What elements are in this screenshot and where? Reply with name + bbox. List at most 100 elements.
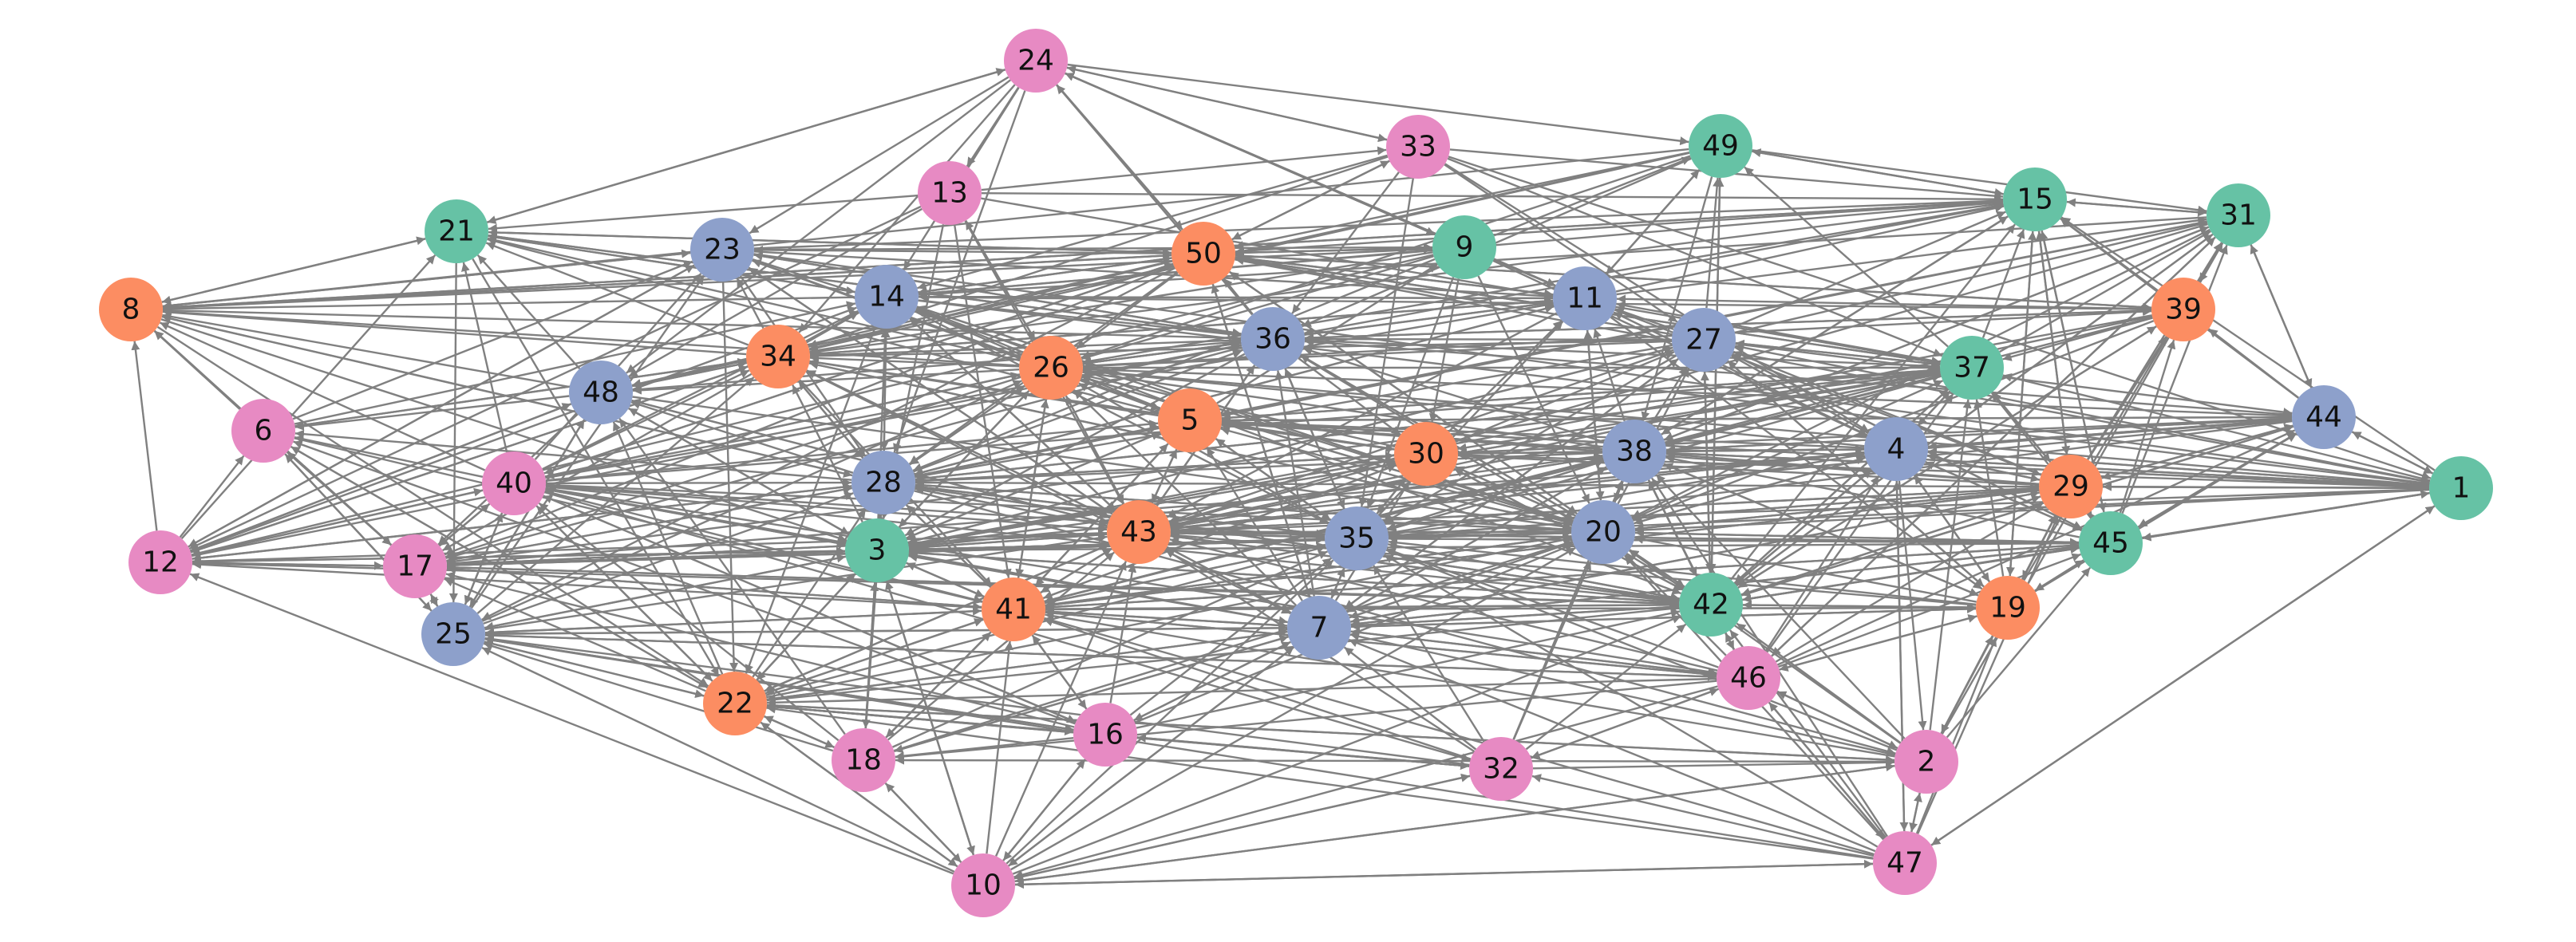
edge-1-44: [2351, 431, 2434, 475]
edge-28-11: [914, 304, 1555, 475]
edge-23-15: [753, 196, 2004, 250]
node-circle: [1287, 596, 1351, 660]
node-3[interactable]: 3: [845, 518, 909, 582]
node-23[interactable]: 23: [690, 218, 754, 282]
edge-32-46: [1531, 688, 1719, 759]
node-16[interactable]: 16: [1073, 703, 1137, 767]
node-10[interactable]: 10: [951, 853, 1015, 917]
node-circle: [2003, 168, 2067, 231]
node-43[interactable]: 43: [1107, 500, 1171, 564]
node-8[interactable]: 8: [99, 278, 163, 341]
edge-46-44: [1776, 429, 2296, 666]
node-6[interactable]: 6: [231, 399, 295, 463]
node-18[interactable]: 18: [832, 728, 895, 792]
edge-1-15: [2060, 216, 2436, 471]
edge-18-41: [885, 631, 992, 739]
edge-10-41: [986, 640, 1013, 854]
node-9[interactable]: 9: [1432, 215, 1496, 279]
node-44[interactable]: 44: [2292, 385, 2356, 449]
node-45[interactable]: 45: [2079, 511, 2143, 575]
node-37[interactable]: 37: [1940, 336, 2004, 400]
node-label: 22: [717, 688, 753, 720]
node-label: 11: [1567, 282, 1603, 315]
node-40[interactable]: 40: [482, 451, 546, 515]
node-17[interactable]: 17: [383, 534, 447, 598]
node-28[interactable]: 28: [851, 451, 915, 514]
node-35[interactable]: 35: [1325, 506, 1389, 570]
edge-28-8: [161, 314, 853, 477]
edge-46-22: [766, 677, 1717, 707]
node-25[interactable]: 25: [421, 602, 485, 666]
node-11[interactable]: 11: [1553, 266, 1617, 330]
node-41[interactable]: 41: [982, 577, 1045, 641]
node-33[interactable]: 33: [1386, 115, 1450, 179]
node-label: 40: [496, 467, 532, 500]
edge-48-8: [162, 312, 570, 388]
node-5[interactable]: 5: [1158, 388, 1222, 452]
node-label: 3: [868, 534, 887, 567]
node-31[interactable]: 31: [2207, 183, 2270, 247]
node-24[interactable]: 24: [1004, 29, 1068, 93]
edge-47-2: [1910, 792, 1922, 833]
edge-21-25: [448, 262, 458, 603]
node-2[interactable]: 2: [1894, 730, 1958, 794]
node-32[interactable]: 32: [1469, 737, 1533, 801]
edge-4-11: [1613, 311, 1868, 436]
node-1[interactable]: 1: [2429, 456, 2493, 520]
edge-41-20: [1045, 533, 1572, 606]
node-13[interactable]: 13: [918, 161, 982, 225]
node-46[interactable]: 46: [1717, 646, 1780, 710]
edge-12-8: [131, 341, 158, 531]
edge-10-3: [885, 580, 975, 856]
node-49[interactable]: 49: [1689, 114, 1752, 178]
edge-28-48: [630, 400, 854, 474]
edge-10-47: [1014, 859, 1874, 886]
edge-9-49: [1493, 156, 1692, 237]
edge-32-2: [1532, 758, 1895, 770]
node-label: 2: [1918, 746, 1936, 778]
node-label: 45: [2092, 527, 2129, 560]
node-12[interactable]: 12: [128, 530, 192, 594]
node-34[interactable]: 34: [746, 325, 810, 388]
node-21[interactable]: 21: [425, 199, 488, 263]
node-14[interactable]: 14: [855, 265, 919, 329]
node-42[interactable]: 42: [1679, 573, 1743, 637]
edge-9-12: [191, 254, 1434, 558]
node-circle: [1976, 576, 2040, 640]
node-38[interactable]: 38: [1602, 420, 1666, 483]
edge-35-4: [1388, 451, 1865, 534]
node-circle: [1107, 500, 1171, 564]
node-36[interactable]: 36: [1241, 307, 1305, 371]
node-48[interactable]: 48: [569, 361, 633, 424]
edge-8-50: [162, 251, 1172, 309]
node-27[interactable]: 27: [1672, 308, 1736, 372]
edge-20-4: [1634, 455, 1866, 525]
node-39[interactable]: 39: [2151, 278, 2215, 341]
node-22[interactable]: 22: [703, 672, 767, 735]
edge-2-18: [895, 755, 1895, 765]
node-4[interactable]: 4: [1864, 417, 1928, 481]
node-29[interactable]: 29: [2039, 455, 2103, 518]
node-26[interactable]: 26: [1019, 336, 1083, 400]
edge-1-28: [915, 478, 2430, 490]
node-label: 27: [1685, 324, 1722, 357]
node-15[interactable]: 15: [2003, 168, 2067, 231]
node-label: 49: [1702, 130, 1739, 163]
node-circle: [703, 672, 767, 735]
node-circle: [1158, 388, 1222, 452]
node-30[interactable]: 30: [1394, 422, 1458, 486]
edge-40-43: [545, 484, 1108, 534]
edge-50-33: [1231, 160, 1390, 241]
node-20[interactable]: 20: [1571, 500, 1635, 564]
edge-40-34: [542, 369, 750, 471]
node-50[interactable]: 50: [1171, 222, 1235, 286]
edge-23-22: [721, 281, 739, 672]
node-7[interactable]: 7: [1287, 596, 1351, 660]
edge-29-27: [1732, 350, 2042, 476]
node-label: 46: [1730, 662, 1767, 695]
node-19[interactable]: 19: [1976, 576, 2040, 640]
edge-41-35: [1044, 542, 1326, 605]
node-circle: [1672, 308, 1736, 372]
node-label: 8: [122, 294, 140, 326]
node-47[interactable]: 47: [1873, 831, 1937, 895]
